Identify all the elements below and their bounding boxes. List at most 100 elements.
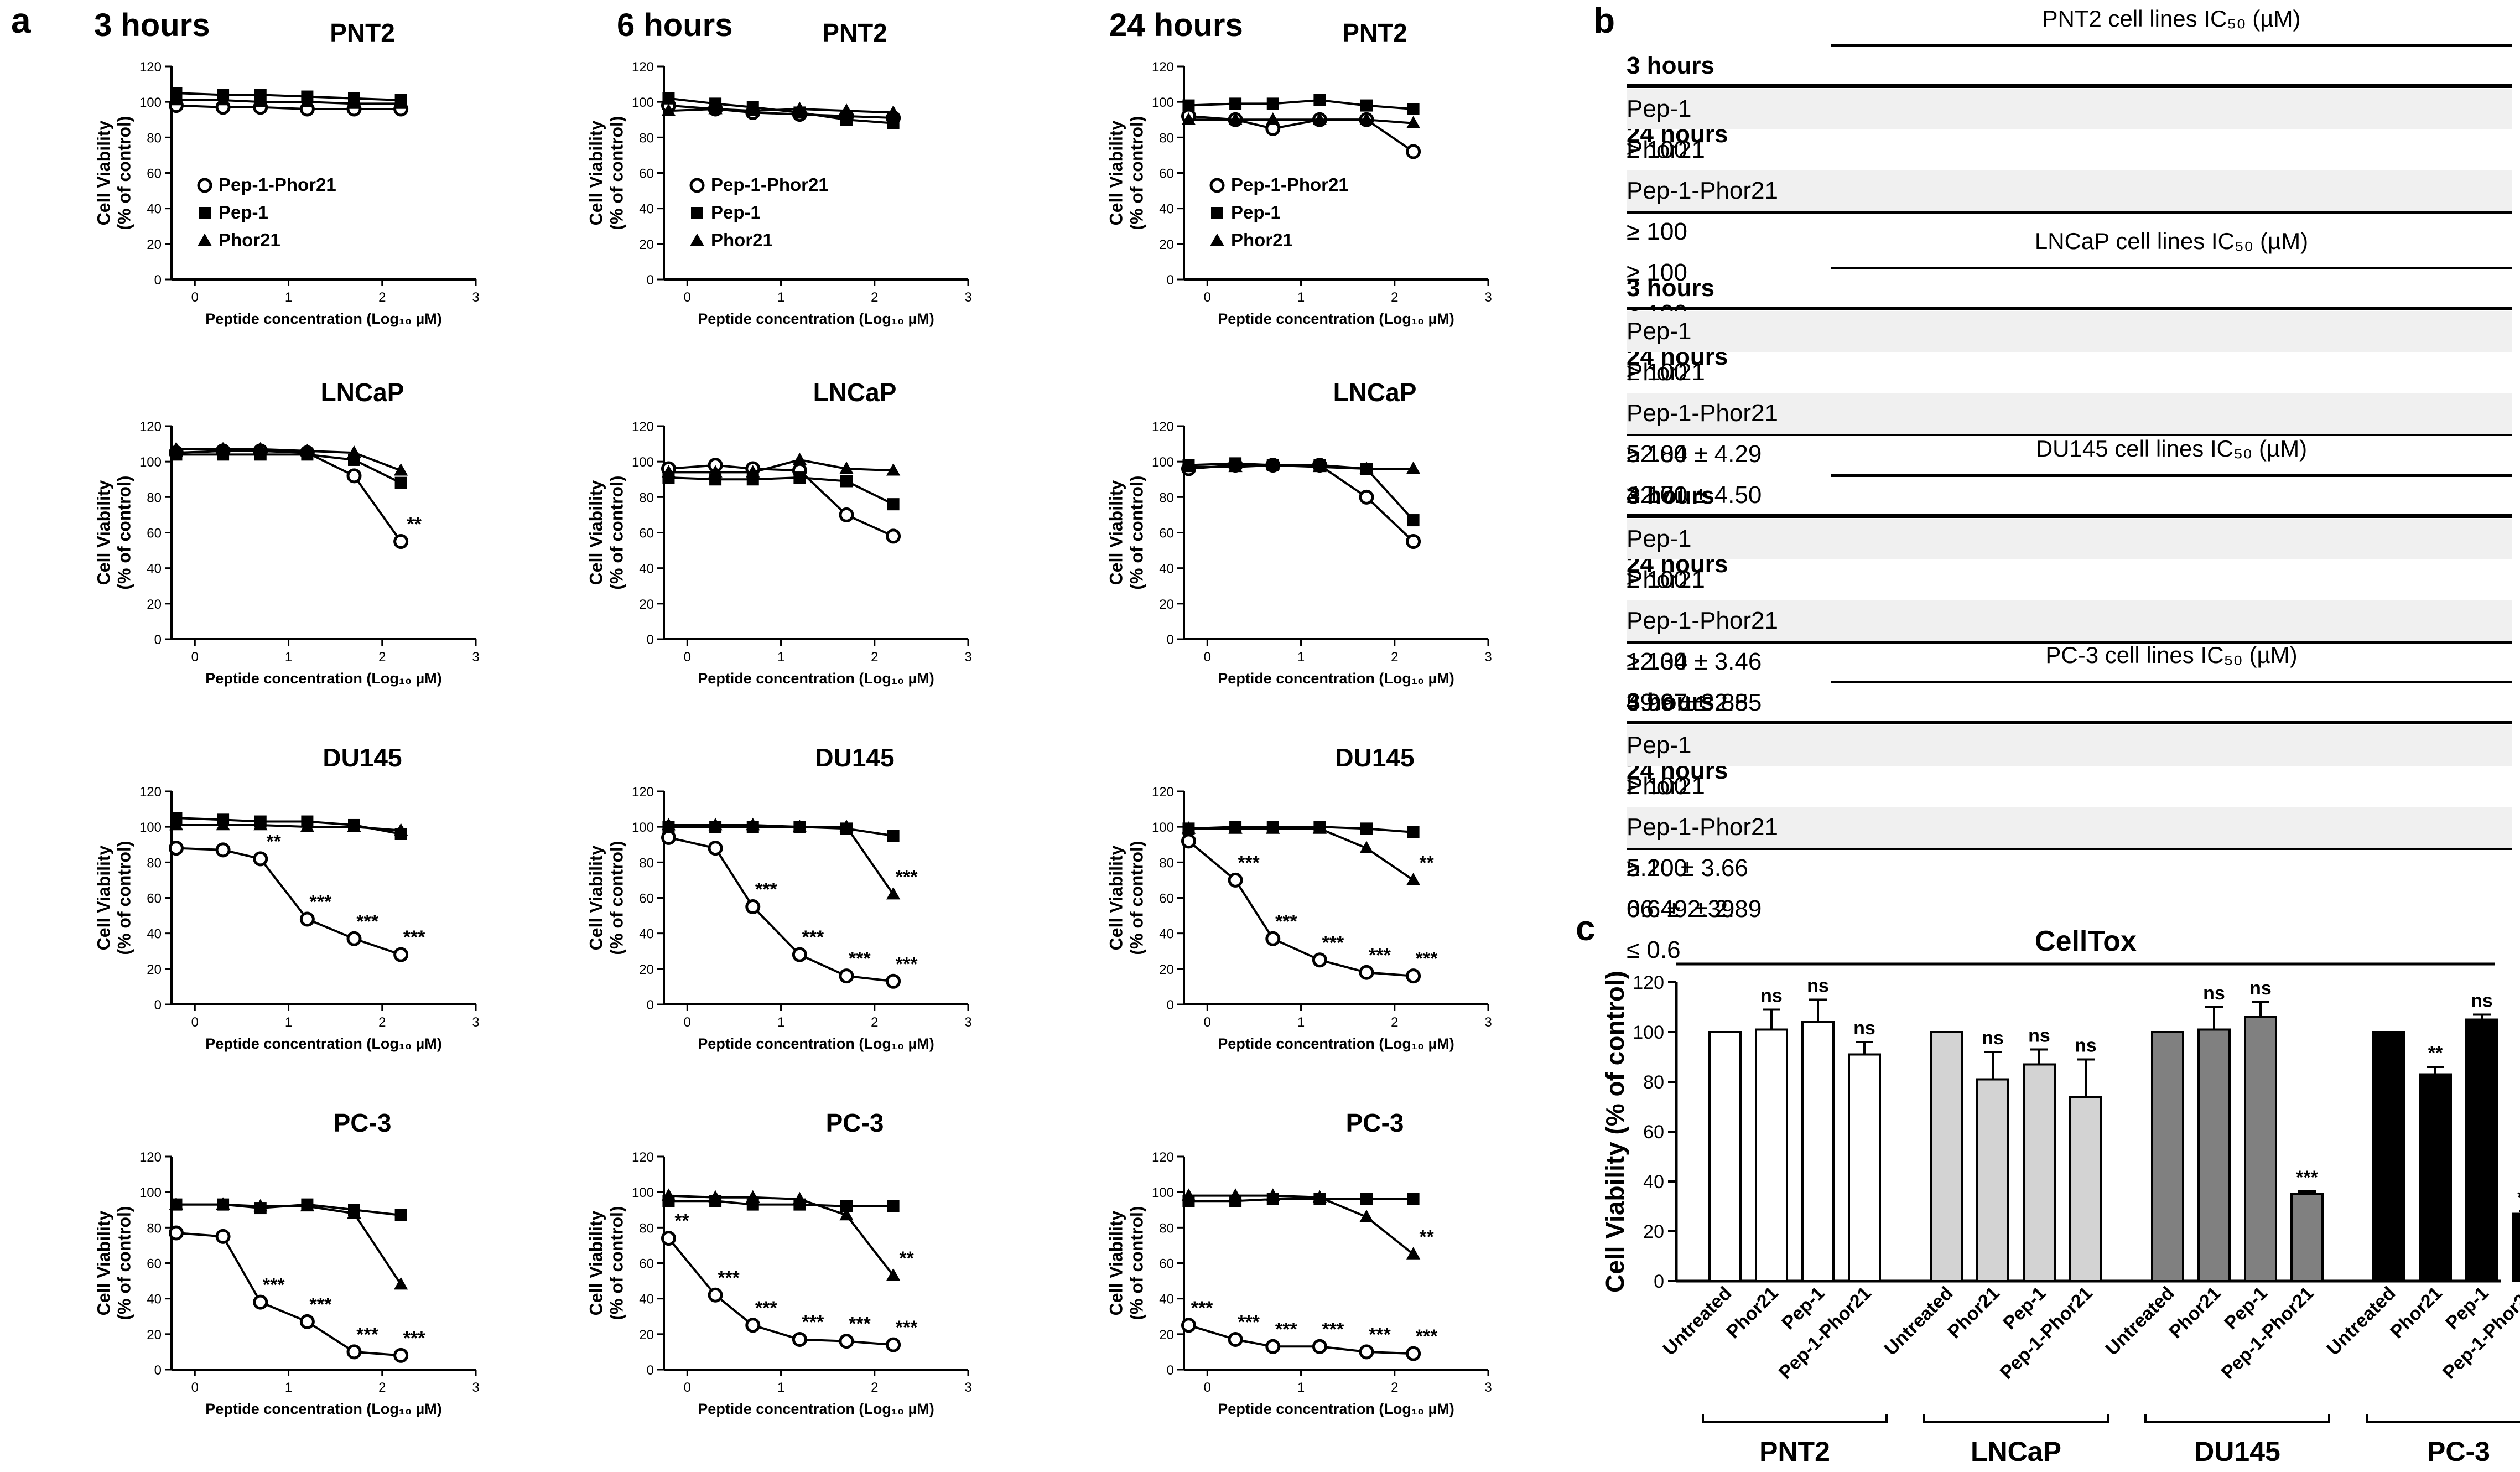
bar-pep-1 bbox=[2244, 1016, 2277, 1282]
significance-label: *** bbox=[849, 1314, 871, 1335]
group-label: DU145 bbox=[2194, 1436, 2280, 1467]
plot-title: LNCaP bbox=[321, 378, 404, 407]
table-bottom-rule bbox=[1627, 848, 2512, 850]
x-tick-label: 1 bbox=[285, 1380, 292, 1395]
y-tick-label: 0 bbox=[647, 1363, 654, 1378]
y-tick-label: 100 bbox=[632, 1185, 654, 1200]
table-top-rule bbox=[1831, 44, 2512, 47]
marker-open-circle bbox=[168, 841, 184, 856]
category-label: Phor21 bbox=[2386, 1283, 2446, 1343]
marker-filled-triangle bbox=[886, 1268, 901, 1281]
y-tick-label: 0 bbox=[1167, 1363, 1174, 1378]
significance-label: *** bbox=[849, 948, 871, 970]
x-axis-label: Peptide concentration (Log₁₀ µM) bbox=[1218, 310, 1454, 327]
column-header: 3 hours bbox=[1627, 52, 1714, 79]
y-tick-label: 40 bbox=[1159, 202, 1174, 217]
y-tick-label: 20 bbox=[639, 962, 654, 977]
y-tick-label: 120 bbox=[632, 785, 654, 800]
series-line-pep-1-phor21 bbox=[1188, 1324, 1414, 1355]
marker-filled-triangle bbox=[169, 1197, 184, 1210]
y-axis-label: Cell Viability(% of control) bbox=[1106, 116, 1147, 230]
y-axis-label-line1: Cell Viability bbox=[94, 1210, 114, 1315]
marker-filled-triangle bbox=[746, 465, 760, 478]
y-axis-label-line1: Cell Viability bbox=[1106, 480, 1126, 585]
y-tick-label: 120 bbox=[139, 419, 162, 434]
y-axis-label-line2: (% of control) bbox=[1126, 1206, 1146, 1320]
marker-open-circle bbox=[215, 842, 231, 858]
bar-group-pc-3: Untreated**Phor21nsPep-1***Pep-1-Phor21P… bbox=[2323, 991, 2520, 1467]
y-axis-label-line2: (% of control) bbox=[1126, 841, 1146, 955]
x-tick-label: 3 bbox=[472, 1380, 479, 1395]
marker-open-circle bbox=[792, 1331, 807, 1347]
bar-untreated bbox=[1708, 1031, 1742, 1282]
table-cell: 0.6 ± 2.39 bbox=[1627, 895, 1735, 922]
marker-filled-triangle bbox=[708, 1190, 723, 1203]
table-cell: ≥ 100 bbox=[1627, 440, 1687, 468]
marker-filled-triangle bbox=[1359, 461, 1374, 474]
y-tick-label: 80 bbox=[639, 856, 654, 870]
table-cell: ≥ 100 bbox=[1627, 136, 1687, 163]
legend-label: Pep-1 bbox=[711, 202, 761, 222]
marker-open-circle bbox=[661, 1231, 676, 1246]
series-line-phor21 bbox=[668, 107, 893, 114]
legend-label: Pep-1-Phor21 bbox=[1231, 174, 1349, 195]
y-axis-label: Cell Viability(% of control) bbox=[586, 116, 627, 230]
x-tick-label: 2 bbox=[871, 1380, 878, 1395]
y-tick-label: 0 bbox=[647, 633, 654, 647]
y-tick-label: 20 bbox=[1643, 1221, 1664, 1242]
marker-filled-triangle bbox=[300, 819, 315, 832]
y-tick-label: 60 bbox=[1159, 526, 1174, 541]
bar-untreated bbox=[1930, 1031, 1963, 1282]
marker-open-circle bbox=[689, 178, 705, 193]
marker-open-circle bbox=[839, 968, 854, 984]
marker-filled-triangle bbox=[169, 817, 184, 831]
category-label: Untreated bbox=[2323, 1283, 2400, 1360]
marker-filled-square bbox=[840, 1200, 853, 1212]
marker-open-circle bbox=[1181, 1318, 1196, 1333]
significance-label: ns bbox=[1807, 976, 1829, 997]
marker-open-circle bbox=[792, 947, 807, 962]
marker-filled-triangle bbox=[216, 442, 230, 455]
table-cell: 52.84 ± 4.29 bbox=[1627, 440, 1762, 468]
x-tick-label: 3 bbox=[472, 1015, 479, 1030]
marker-filled-triangle bbox=[792, 101, 807, 115]
marker-open-circle bbox=[346, 931, 362, 946]
y-tick-label: 100 bbox=[139, 455, 162, 470]
y-tick-label: 40 bbox=[1159, 562, 1174, 577]
marker-filled-triangle bbox=[708, 817, 723, 831]
x-tick-label: 1 bbox=[1297, 650, 1305, 665]
category-label: Untreated bbox=[1880, 1283, 1957, 1360]
table-cell: Phor21 bbox=[1627, 566, 1705, 593]
series-line-phor21 bbox=[668, 1194, 895, 1277]
x-tick-label: 2 bbox=[871, 1015, 878, 1030]
marker-filled-triangle bbox=[393, 96, 408, 109]
series-line-pep-1-phor21 bbox=[176, 847, 402, 956]
table-cell: Phor21 bbox=[1627, 773, 1705, 800]
marker-filled-square bbox=[1407, 514, 1420, 527]
x-tick-label: 1 bbox=[285, 290, 292, 305]
marker-filled-triangle bbox=[1228, 1188, 1243, 1201]
marker-filled-triangle bbox=[746, 817, 760, 831]
marker-open-circle bbox=[745, 1318, 761, 1333]
series-line-phor21 bbox=[176, 823, 401, 832]
bar-phor21 bbox=[2197, 1028, 2231, 1282]
series-line-phor21 bbox=[176, 99, 401, 105]
significance-label: *** bbox=[755, 879, 777, 900]
marker-filled-square bbox=[793, 471, 806, 484]
marker-filled-triangle bbox=[792, 452, 807, 465]
x-tick-label: 0 bbox=[191, 1015, 199, 1030]
marker-filled-triangle bbox=[746, 1190, 760, 1203]
x-tick-label: 0 bbox=[1204, 1380, 1211, 1395]
series-line-pep-1 bbox=[668, 826, 893, 837]
marker-filled-triangle bbox=[1359, 841, 1374, 854]
marker-filled-triangle bbox=[1406, 116, 1421, 129]
marker-open-circle bbox=[1181, 833, 1196, 849]
plot-title: PC-3 bbox=[334, 1108, 392, 1137]
marker-open-circle bbox=[253, 851, 268, 867]
marker-filled-triangle bbox=[1312, 112, 1327, 125]
y-tick-label: 80 bbox=[1159, 490, 1174, 505]
x-tick-label: 0 bbox=[1204, 650, 1211, 665]
y-tick-label: 0 bbox=[1654, 1271, 1664, 1292]
y-axis-label-line2: (% of control) bbox=[1126, 475, 1146, 589]
significance-label: *** bbox=[403, 1328, 425, 1349]
